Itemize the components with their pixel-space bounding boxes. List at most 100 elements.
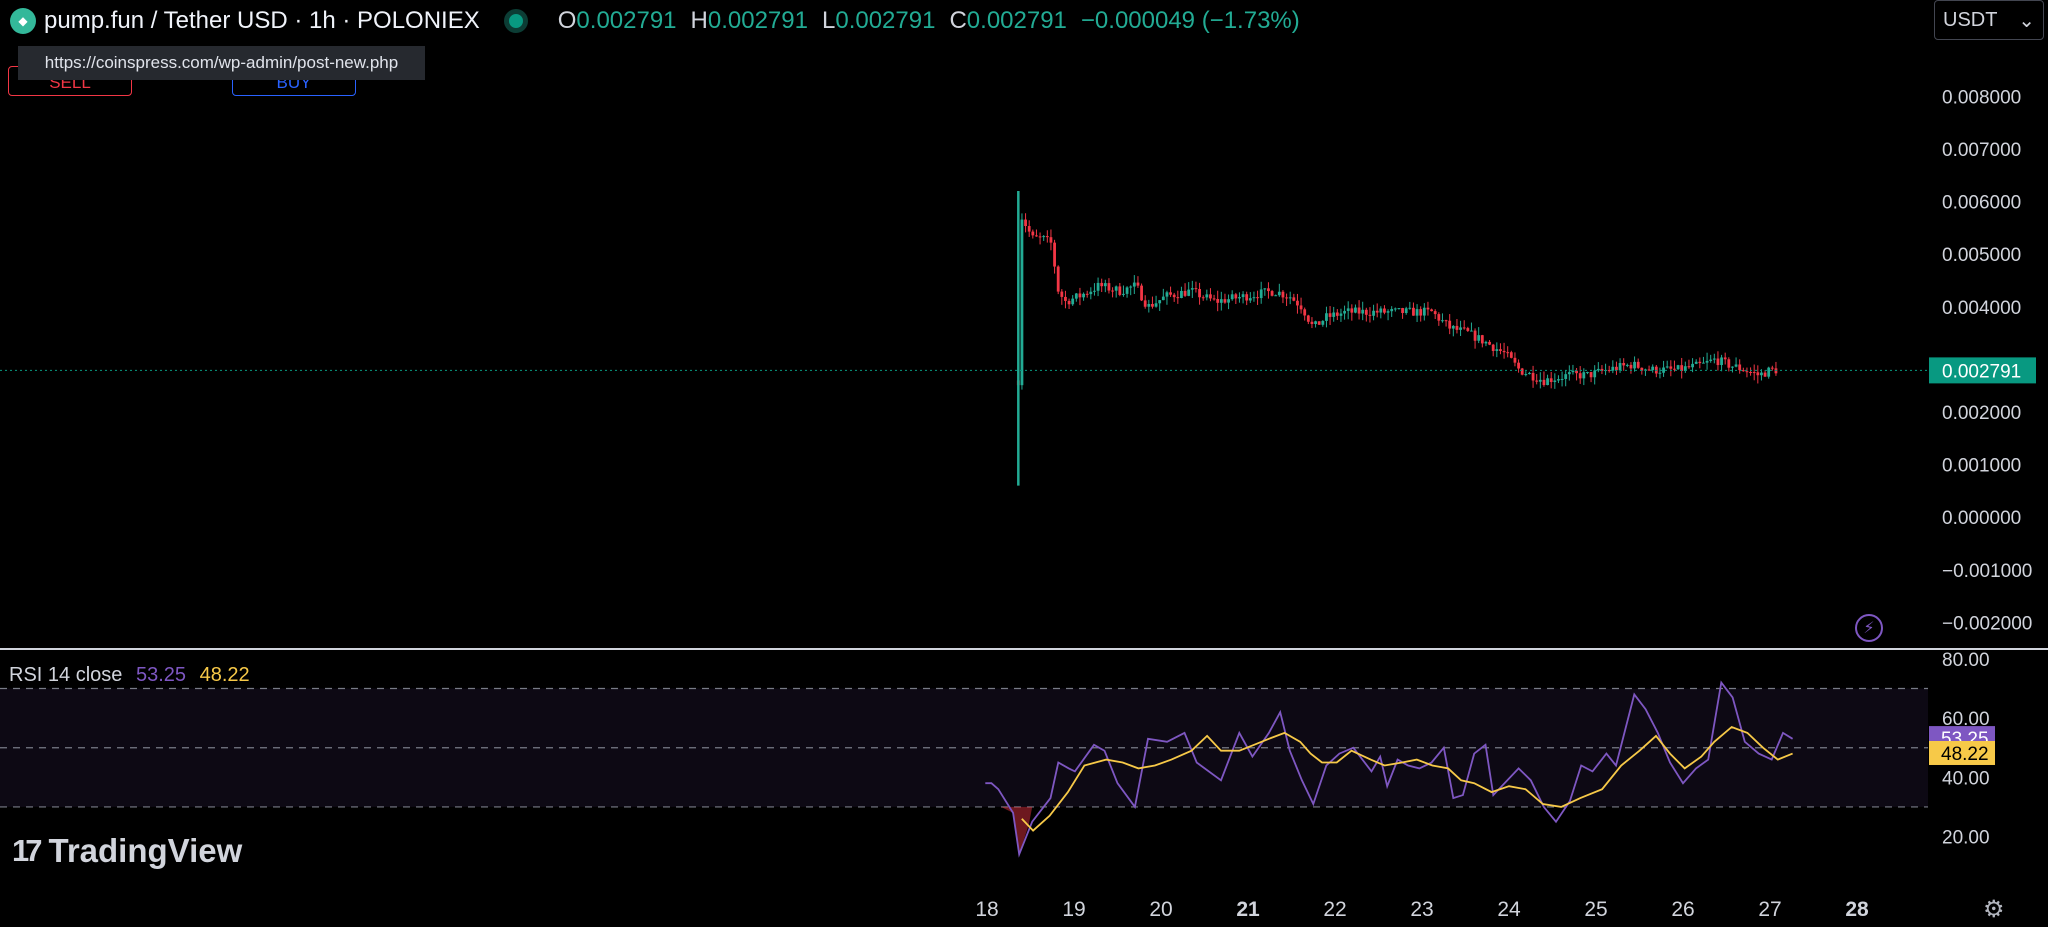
candle-body [1071, 298, 1075, 305]
time-axis-label: 23 [1410, 898, 1433, 921]
rsi-legend[interactable]: RSI 14 close 53.25 48.22 [9, 664, 250, 687]
candle-body [1557, 379, 1560, 381]
candle-body [1582, 372, 1586, 379]
candle-body [1586, 372, 1589, 374]
candle-body [1140, 285, 1143, 301]
rsi-ma-value-badge [1929, 740, 1995, 765]
symbol-header: ◆ pump.fun / Tether USD · 1h · POLONIEX … [0, 0, 1300, 42]
candle-body [1538, 379, 1542, 382]
time-axis-label: 20 [1149, 898, 1172, 921]
candle-body [1325, 313, 1328, 321]
candle-body [1738, 364, 1742, 371]
candle-body [1546, 378, 1549, 386]
candle-body [1386, 311, 1390, 313]
rsi-ma-value-badge-label: 48.22 [1941, 744, 1989, 765]
candle-body [1335, 312, 1339, 316]
candle-body [1459, 327, 1462, 330]
time-axis-label: 22 [1323, 898, 1346, 921]
candle-body [1709, 359, 1713, 361]
candle-body [1241, 294, 1245, 298]
candle-body [1368, 314, 1372, 316]
candle-body [1600, 368, 1604, 371]
candle-body [1575, 370, 1578, 374]
price-axis-label: 0.001000 [1942, 456, 2021, 477]
candle-body [1419, 309, 1423, 316]
candle-body [1288, 297, 1292, 299]
candle-body [1042, 236, 1046, 238]
candle-body [1357, 307, 1361, 314]
currency-select[interactable]: USDT ⌄ [1934, 0, 2044, 40]
candle-body [1172, 294, 1176, 298]
candle-body [1437, 314, 1441, 321]
candle-body [1676, 365, 1680, 370]
candle-body [1277, 291, 1281, 296]
candle-body [1513, 357, 1517, 363]
rsi-legend-name: RSI 14 close [9, 664, 123, 686]
candle-body [1230, 294, 1234, 300]
candle-body [1136, 282, 1140, 286]
symbol-title[interactable]: pump.fun / Tether USD · 1h · POLONIEX [44, 7, 480, 34]
candle-body [1252, 297, 1256, 299]
lightning-icon[interactable]: ⚡ [1855, 614, 1883, 642]
rsi-axis-label: 40.00 [1942, 768, 1990, 789]
candle-body [1658, 372, 1662, 374]
candle-body [1466, 328, 1470, 331]
candle-body [1749, 371, 1752, 373]
price-axis-label: 0.008000 [1942, 87, 2021, 108]
candle-body [1615, 366, 1618, 371]
candle-body [1383, 308, 1386, 313]
candle-body [1375, 310, 1379, 313]
candle-body [1524, 374, 1528, 376]
candle-body [1310, 321, 1314, 325]
candle-body [1107, 283, 1111, 291]
candle-body [1339, 313, 1343, 316]
candle-body [1176, 297, 1180, 299]
candle-body [1502, 350, 1506, 353]
price-change: −0.000049 (−1.73%) [1080, 7, 1300, 34]
candle-body [1078, 293, 1082, 298]
gear-icon[interactable]: ⚙ [1983, 896, 2005, 923]
candle-body [1651, 366, 1655, 371]
candle-body [1024, 219, 1027, 227]
candle-body [1470, 330, 1473, 332]
candle-body [1593, 370, 1597, 378]
candle-body [1074, 293, 1078, 299]
price-axis-label: 0.002000 [1942, 403, 2021, 424]
candle-body [1727, 359, 1731, 368]
candle-body [1629, 364, 1633, 369]
candle-body [1292, 297, 1296, 301]
candle-body [1636, 361, 1640, 368]
candle-body [1321, 320, 1325, 325]
ohlc-low: L0.002791 [821, 7, 936, 34]
candle-body [1596, 368, 1600, 371]
rsi-chart[interactable]: 80.00 60.00 40.00 20.00 53.25 48.22 18 19 20 21 22… [0, 650, 2048, 927]
tradingview-logo[interactable]: 17 TradingView [12, 832, 242, 870]
tradingview-wordmark: TradingView [48, 832, 243, 869]
candle-body [1169, 292, 1172, 295]
candle-body [1720, 357, 1723, 366]
price-axis-label: 0.005000 [1942, 245, 2021, 266]
rsi-axis-label: 60.00 [1942, 709, 1990, 730]
candle-body [1332, 312, 1336, 317]
candle-body [1393, 308, 1397, 310]
candle-body [1662, 367, 1665, 373]
candle-body [1451, 325, 1455, 329]
candle-body [1770, 367, 1774, 369]
price-chart[interactable]: 0.008000 0.007000 0.006000 0.005000 0.004000… [0, 0, 2048, 650]
candle-body [1064, 296, 1067, 301]
candle-body [1274, 295, 1278, 297]
candle-body [1564, 374, 1568, 379]
candle-body [1245, 294, 1249, 301]
candle-body [1723, 357, 1727, 360]
candle-body [1506, 352, 1510, 354]
candle-body [1578, 373, 1582, 379]
candle-body [1060, 291, 1064, 297]
candle-body [1183, 290, 1187, 296]
time-axis-label: 28 [1845, 898, 1869, 921]
candle-body [1100, 282, 1104, 287]
candle-body [1259, 289, 1263, 299]
candle-body [1190, 288, 1194, 290]
candle-body [1698, 361, 1702, 364]
candle-body [1314, 321, 1317, 325]
candle-body [1187, 289, 1191, 296]
